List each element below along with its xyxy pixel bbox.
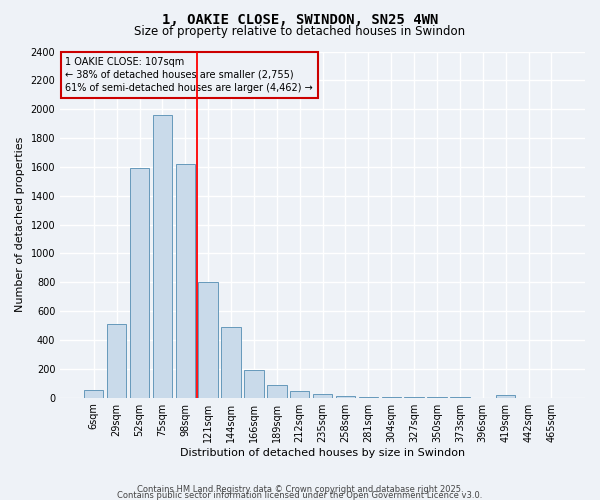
Bar [152,115,172,398]
Bar [336,396,355,398]
Bar [107,324,127,398]
Bar [359,396,378,398]
Bar [496,395,515,398]
Bar [221,327,241,398]
Bar [382,397,401,398]
Bar [130,168,149,398]
Bar [244,370,263,398]
Text: Size of property relative to detached houses in Swindon: Size of property relative to detached ho… [134,25,466,38]
X-axis label: Distribution of detached houses by size in Swindon: Distribution of detached houses by size … [180,448,465,458]
Bar [313,394,332,398]
Bar [199,282,218,398]
Bar [267,386,287,398]
Text: 1, OAKIE CLOSE, SWINDON, SN25 4WN: 1, OAKIE CLOSE, SWINDON, SN25 4WN [162,12,438,26]
Bar [176,164,195,398]
Text: Contains public sector information licensed under the Open Government Licence v3: Contains public sector information licen… [118,490,482,500]
Y-axis label: Number of detached properties: Number of detached properties [15,137,25,312]
Text: 1 OAKIE CLOSE: 107sqm
← 38% of detached houses are smaller (2,755)
61% of semi-d: 1 OAKIE CLOSE: 107sqm ← 38% of detached … [65,56,313,93]
Text: Contains HM Land Registry data © Crown copyright and database right 2025.: Contains HM Land Registry data © Crown c… [137,484,463,494]
Bar [84,390,103,398]
Bar [290,391,310,398]
Bar [427,397,447,398]
